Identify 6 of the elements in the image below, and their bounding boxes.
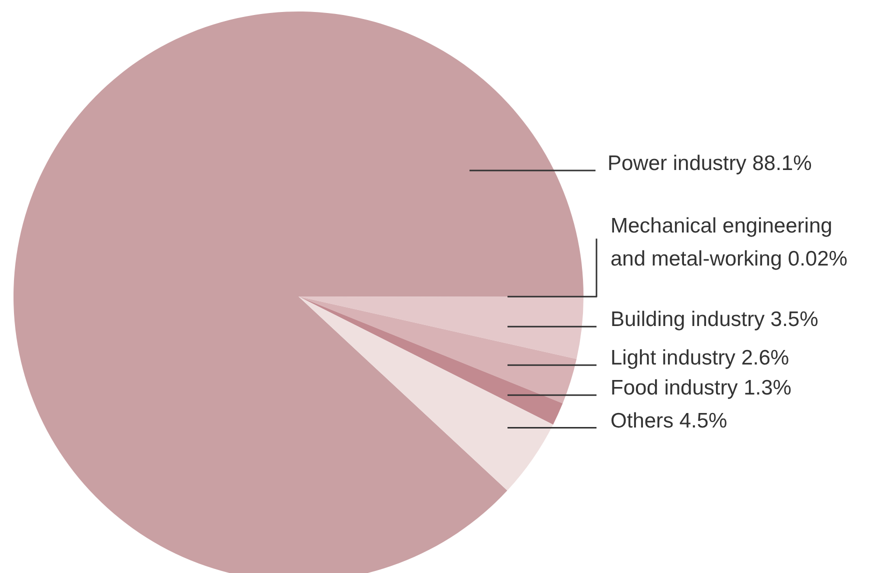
slice-label: Mechanical engineering and metal-working 0.02%	[610, 214, 848, 271]
slice-label: Food industry 1.3%	[610, 376, 792, 400]
slice-label: Light industry 2.6%	[610, 346, 790, 370]
slice-label: Building industry 3.5%	[610, 308, 818, 332]
slice-label: Others 4.5%	[610, 409, 728, 432]
slice-label: Power industry 88.1%	[608, 152, 812, 175]
